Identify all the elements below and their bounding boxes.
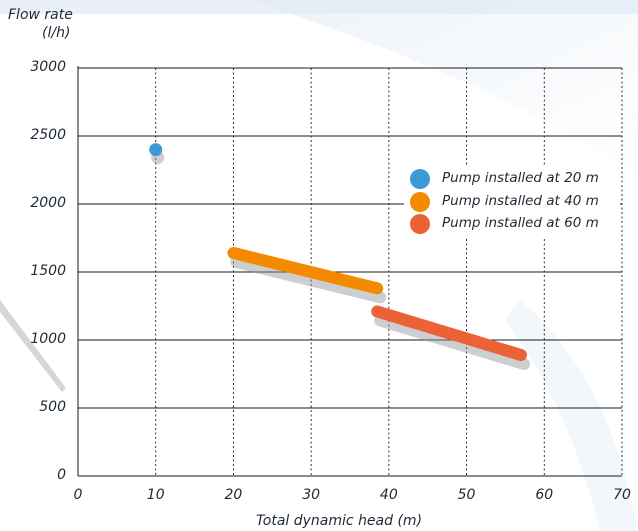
series-line bbox=[227, 246, 384, 295]
x-tick-label: 50 bbox=[457, 487, 476, 503]
y-tick-label: 1000 bbox=[30, 331, 66, 347]
series-marks bbox=[149, 143, 530, 370]
y-axis-unit: (l/h) bbox=[42, 25, 71, 41]
y-tick-label: 3000 bbox=[30, 59, 66, 75]
y-axis-title: Flow rate bbox=[8, 7, 73, 23]
legend-box bbox=[404, 165, 620, 239]
y-tick-label: 0 bbox=[57, 467, 66, 483]
legend-label: Pump installed at 40 m bbox=[442, 192, 599, 209]
legend-label: Pump installed at 60 m bbox=[442, 215, 599, 231]
x-tick-label: 20 bbox=[224, 487, 243, 503]
legend-swatch bbox=[410, 169, 430, 189]
series-line-shadow bbox=[230, 255, 387, 304]
legend-swatch bbox=[410, 191, 430, 212]
legend-swatch bbox=[410, 214, 430, 234]
y-tick-label: 1500 bbox=[30, 263, 66, 279]
grid bbox=[77, 66, 623, 477]
x-tick-label: 30 bbox=[302, 487, 321, 503]
y-tick-label: 2000 bbox=[30, 195, 66, 211]
y-tick-label: 2500 bbox=[30, 127, 66, 143]
x-tick-label: 40 bbox=[379, 487, 398, 503]
x-tick-label: 70 bbox=[613, 487, 631, 503]
x-tick-label: 0 bbox=[73, 487, 83, 503]
series-line-shadow bbox=[374, 314, 530, 370]
data-point bbox=[149, 143, 163, 157]
x-tick-label: 60 bbox=[535, 487, 554, 503]
x-tick-label: 10 bbox=[146, 487, 165, 503]
series-line bbox=[371, 305, 527, 361]
x-axis-title: Total dynamic head (m) bbox=[255, 513, 423, 529]
legend-label: Pump installed at 20 m bbox=[442, 170, 599, 186]
y-tick-label: 500 bbox=[39, 399, 66, 415]
